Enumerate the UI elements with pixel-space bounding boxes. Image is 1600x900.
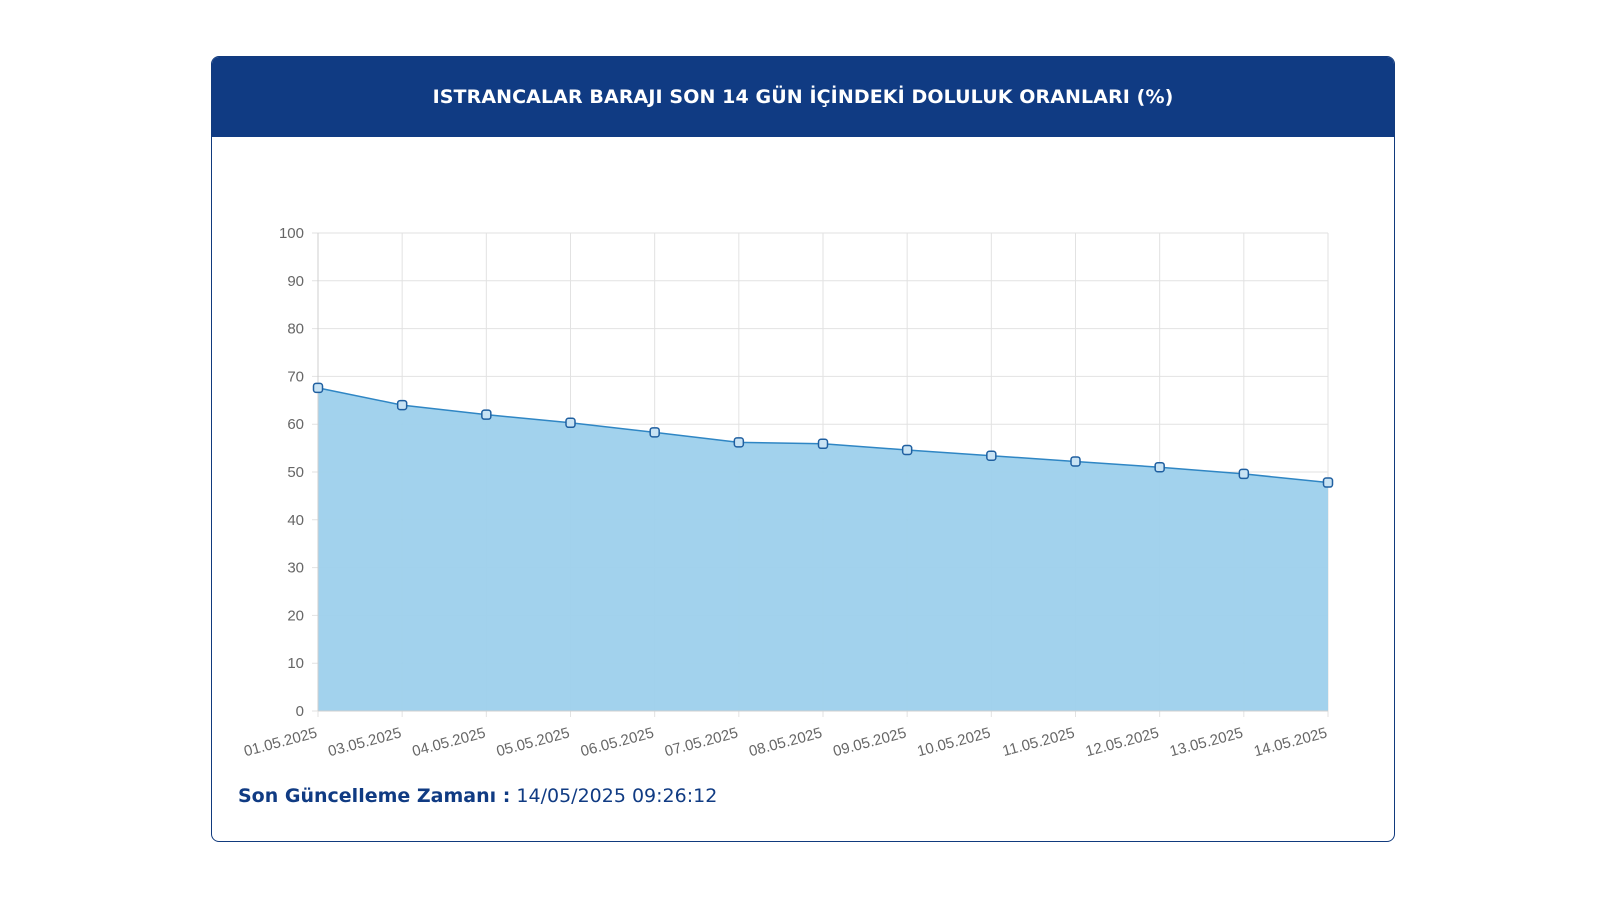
data-point (565, 417, 576, 429)
data-point (1322, 477, 1334, 488)
y-tick-label: 20 (287, 607, 304, 624)
data-point (481, 409, 492, 420)
x-tick-label: 05.05.2025 (495, 724, 572, 760)
y-tick-label: 40 (287, 512, 304, 529)
x-tick-label: 11.05.2025 (1001, 724, 1077, 760)
x-tick-label: 14.05.2025 (1252, 724, 1329, 760)
series-area-fill (318, 387, 1328, 711)
chart-card: ISTRANCALAR BARAJI SON 14 GÜN İÇİNDEKİ D… (211, 56, 1395, 842)
data-point (1238, 468, 1250, 480)
data-point (396, 399, 408, 411)
data-point (1070, 456, 1081, 467)
x-tick-label: 09.05.2025 (831, 724, 908, 760)
data-point (817, 438, 829, 450)
y-tick-label: 60 (287, 416, 304, 433)
data-point (733, 437, 745, 448)
area-chart: 0 10 20 30 40 50 60 70 80 90 100 01.05.2025 03.05.20… (242, 225, 1334, 760)
data-point (312, 382, 324, 394)
chart-area: 0 10 20 30 40 50 60 70 80 90 100 01.05.2025 03.05.20… (212, 137, 1394, 777)
data-point (649, 427, 660, 438)
last-update-label: Son Güncelleme Zamanı : (238, 785, 511, 807)
x-tick-label: 12.05.2025 (1084, 724, 1161, 760)
x-tick-label: 03.05.2025 (326, 724, 403, 760)
x-tick-label: 10.05.2025 (915, 724, 992, 760)
y-tick-label: 10 (287, 655, 304, 672)
x-tick-label: 04.05.2025 (410, 724, 487, 760)
y-tick-label: 80 (287, 321, 304, 338)
x-tick-label: 08.05.2025 (747, 724, 824, 760)
chart-title: ISTRANCALAR BARAJI SON 14 GÜN İÇİNDEKİ D… (212, 57, 1394, 137)
data-point (1154, 461, 1165, 473)
y-tick-label: 30 (287, 560, 304, 577)
y-tick-label: 50 (287, 464, 304, 481)
data-point (901, 444, 913, 456)
x-tick-label: 06.05.2025 (579, 724, 656, 760)
y-tick-label: 100 (279, 225, 304, 242)
x-tick-label: 07.05.2025 (663, 724, 740, 760)
data-point (986, 450, 997, 461)
y-tick-label: 90 (287, 273, 304, 290)
last-update-value: 14/05/2025 09:26:12 (516, 785, 718, 807)
last-update: Son Güncelleme Zamanı : 14/05/2025 09:26… (238, 785, 717, 807)
x-tick-label: 13.05.2025 (1168, 724, 1245, 760)
y-tick-label: 70 (287, 368, 304, 385)
x-tick-label: 01.05.2025 (242, 724, 319, 760)
y-tick-label: 0 (296, 703, 304, 720)
